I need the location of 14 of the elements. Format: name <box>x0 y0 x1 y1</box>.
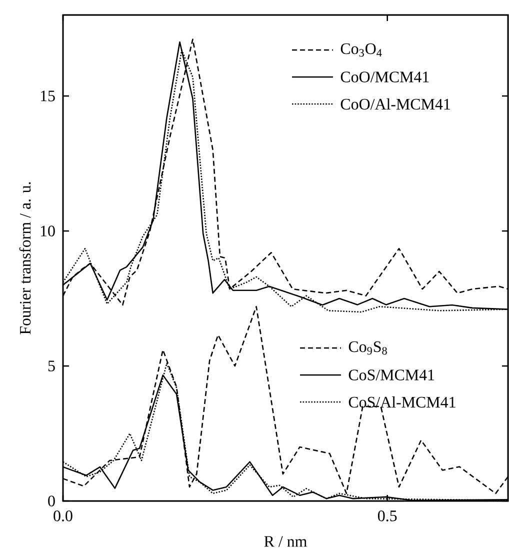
y-tick-label: 5 <box>48 360 55 372</box>
legend-label: CoS/Al-MCM41 <box>348 396 456 408</box>
y-tick-label: 15 <box>40 90 55 102</box>
y-tick-label: 0 <box>48 496 55 506</box>
legend-label: Co$_{3}$O$_{4}$ <box>340 43 382 57</box>
legend-label: Co$_{9}$S$_{8}$ <box>348 341 387 355</box>
x-tick-label: 0.0 <box>54 510 72 522</box>
x-axis-title: R / nm <box>264 536 307 547</box>
legend-label: CoO/MCM41 <box>340 72 429 82</box>
legend-label: CoS/MCM41 <box>348 370 434 380</box>
y-axis-title: Fourier transform / a. u. <box>19 182 31 334</box>
x-tick-label: 0.5 <box>378 510 397 522</box>
legend-label: CoO/Al-MCM41 <box>340 98 450 110</box>
y-tick-label: 10 <box>40 226 55 236</box>
